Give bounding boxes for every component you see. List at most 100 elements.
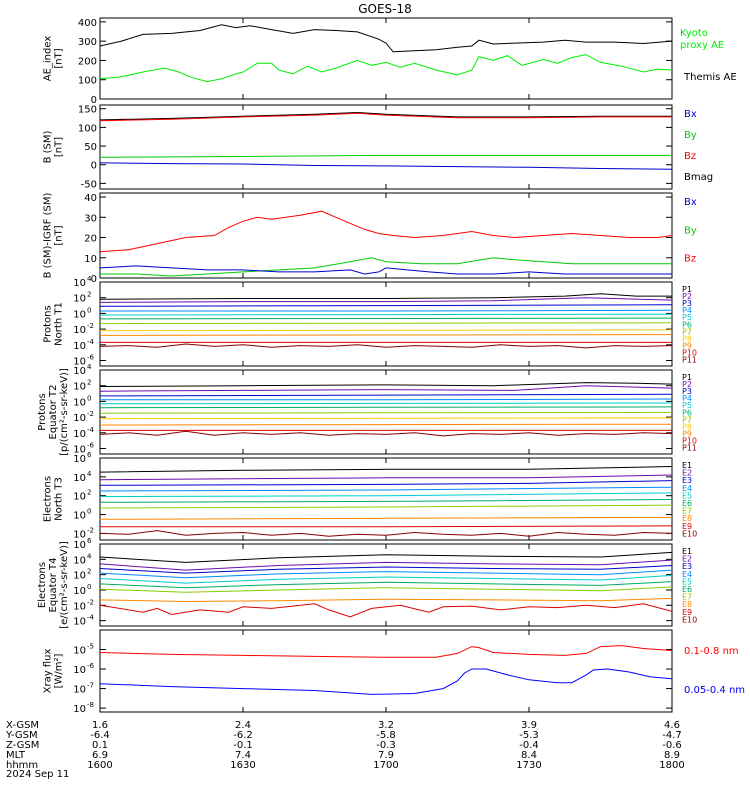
y-tick-label: 10 xyxy=(73,586,86,597)
channel-label: E8 xyxy=(682,514,692,523)
y-axis-label: [nT] xyxy=(54,48,65,68)
channel-label: P5 xyxy=(682,401,692,410)
y-tick-label: 10 xyxy=(84,254,97,265)
y-tick-label: 100 xyxy=(78,76,97,87)
y-tick-exponent: 2 xyxy=(87,489,91,497)
y-tick-label: 10 xyxy=(73,278,86,289)
ephemeris-value: -0.6 xyxy=(662,740,682,751)
legend-entry: 0.05-0.4 nm xyxy=(684,685,745,696)
ephemeris-value: 8.4 xyxy=(521,750,537,761)
series-line-P9 xyxy=(100,334,672,336)
ephemeris-value: -4.7 xyxy=(662,730,682,741)
y-tick-label: 10 xyxy=(73,529,86,540)
channel-label: E9 xyxy=(682,522,692,531)
ephemeris-date: 2024 Sep 11 xyxy=(6,769,69,780)
ephemeris-value: 7.9 xyxy=(378,750,394,761)
y-axis-label: Electrons xyxy=(37,562,48,608)
ephemeris-value: 3.9 xyxy=(521,720,537,731)
channel-label: E10 xyxy=(682,529,697,538)
y-tick-label: 10 xyxy=(73,704,86,715)
y-tick-exponent: -6 xyxy=(87,354,95,362)
y-axis-label: B (SM) xyxy=(43,130,54,163)
series-line-P2 xyxy=(100,297,672,303)
y-tick-label: 10 xyxy=(73,685,86,696)
y-tick-label: 10 xyxy=(73,540,86,551)
channel-label: P10 xyxy=(682,437,697,446)
series-line-P11 xyxy=(100,430,672,437)
plot-frame xyxy=(99,17,673,100)
y-tick-exponent: -4 xyxy=(87,338,95,346)
y-tick-label: 10 xyxy=(73,473,86,484)
y-tick-exponent: -2 xyxy=(87,526,94,534)
series-line-Bz xyxy=(100,112,672,122)
channel-label: E5 xyxy=(682,491,692,500)
ephemeris-row-label: X-GSM xyxy=(6,720,39,731)
y-axis-label: Equator T2 xyxy=(48,385,59,440)
series-line-P7 xyxy=(100,411,672,414)
ephemeris-value: -0.1 xyxy=(233,740,253,751)
ephemeris-value: -6.2 xyxy=(233,730,253,741)
channel-label: P7 xyxy=(682,327,692,336)
channel-label: E9 xyxy=(682,608,692,617)
series-line-E4 xyxy=(100,569,672,579)
y-tick-exponent: 4 xyxy=(87,275,92,283)
ephemeris-row-label: MLT xyxy=(6,750,26,761)
y-tick-label: 10 xyxy=(73,617,86,628)
series-line-E9 xyxy=(100,525,672,528)
y-tick-label: 10 xyxy=(73,454,86,465)
series-line-E10 xyxy=(100,530,672,537)
y-tick-label: 10 xyxy=(73,511,86,522)
series-line-E8 xyxy=(100,597,672,603)
ephemeris-value: 1730 xyxy=(516,760,541,771)
channel-label: P6 xyxy=(682,320,692,329)
series-line-E8 xyxy=(100,516,672,520)
ephemeris-value: -0.3 xyxy=(376,740,396,751)
y-tick-label: 30 xyxy=(84,213,97,224)
channel-label: E2 xyxy=(682,555,692,564)
ephemeris-value: 1600 xyxy=(87,760,112,771)
series-line-E2 xyxy=(100,559,672,571)
channel-label: P11 xyxy=(682,444,697,453)
legend-entry: By xyxy=(684,225,697,236)
y-tick-label: 100 xyxy=(78,123,97,134)
y-tick-label: 0 xyxy=(91,161,97,172)
y-tick-label: 10 xyxy=(73,366,86,377)
channel-label: E7 xyxy=(682,593,692,602)
y-tick-exponent: 4 xyxy=(87,470,92,478)
series-line-E7 xyxy=(100,504,672,509)
series-line-E1 xyxy=(100,551,672,563)
channel-label: E4 xyxy=(682,570,692,579)
series-line-Bx xyxy=(100,162,672,170)
channel-label: E4 xyxy=(682,484,692,493)
series-line-P11 xyxy=(100,343,672,349)
series-line-E4 xyxy=(100,486,672,492)
channel-label: E2 xyxy=(682,469,692,478)
y-tick-label: 400 xyxy=(78,18,97,29)
y-axis-label: Equator T4 xyxy=(48,558,59,613)
y-tick-exponent: -6 xyxy=(87,662,95,670)
y-tick-label: 10 xyxy=(73,646,86,657)
y-tick-label: 10 xyxy=(73,555,86,566)
y-tick-exponent: -7 xyxy=(87,682,94,690)
y-tick-exponent: 2 xyxy=(87,291,91,299)
y-tick-label: 10 xyxy=(73,341,86,352)
series-line-Bz xyxy=(100,210,672,253)
series-line-By xyxy=(100,154,672,158)
series-line-E2 xyxy=(100,474,672,481)
y-tick-exponent: -2 xyxy=(87,322,94,330)
series-line-E5 xyxy=(100,492,672,498)
y-axis-label: Protons xyxy=(43,305,54,342)
ephemeris-value: 1.6 xyxy=(92,720,108,731)
series-line-Themis-AE xyxy=(100,24,672,53)
series-line-P8 xyxy=(100,329,672,332)
channel-label: P7 xyxy=(682,415,692,424)
series-line-E3 xyxy=(100,565,672,574)
ephemeris-value: 4.6 xyxy=(664,720,680,731)
ephemeris-row-label: Z-GSM xyxy=(6,740,39,751)
channel-label: P8 xyxy=(682,334,692,343)
y-axis-label: [nT] xyxy=(54,137,65,157)
